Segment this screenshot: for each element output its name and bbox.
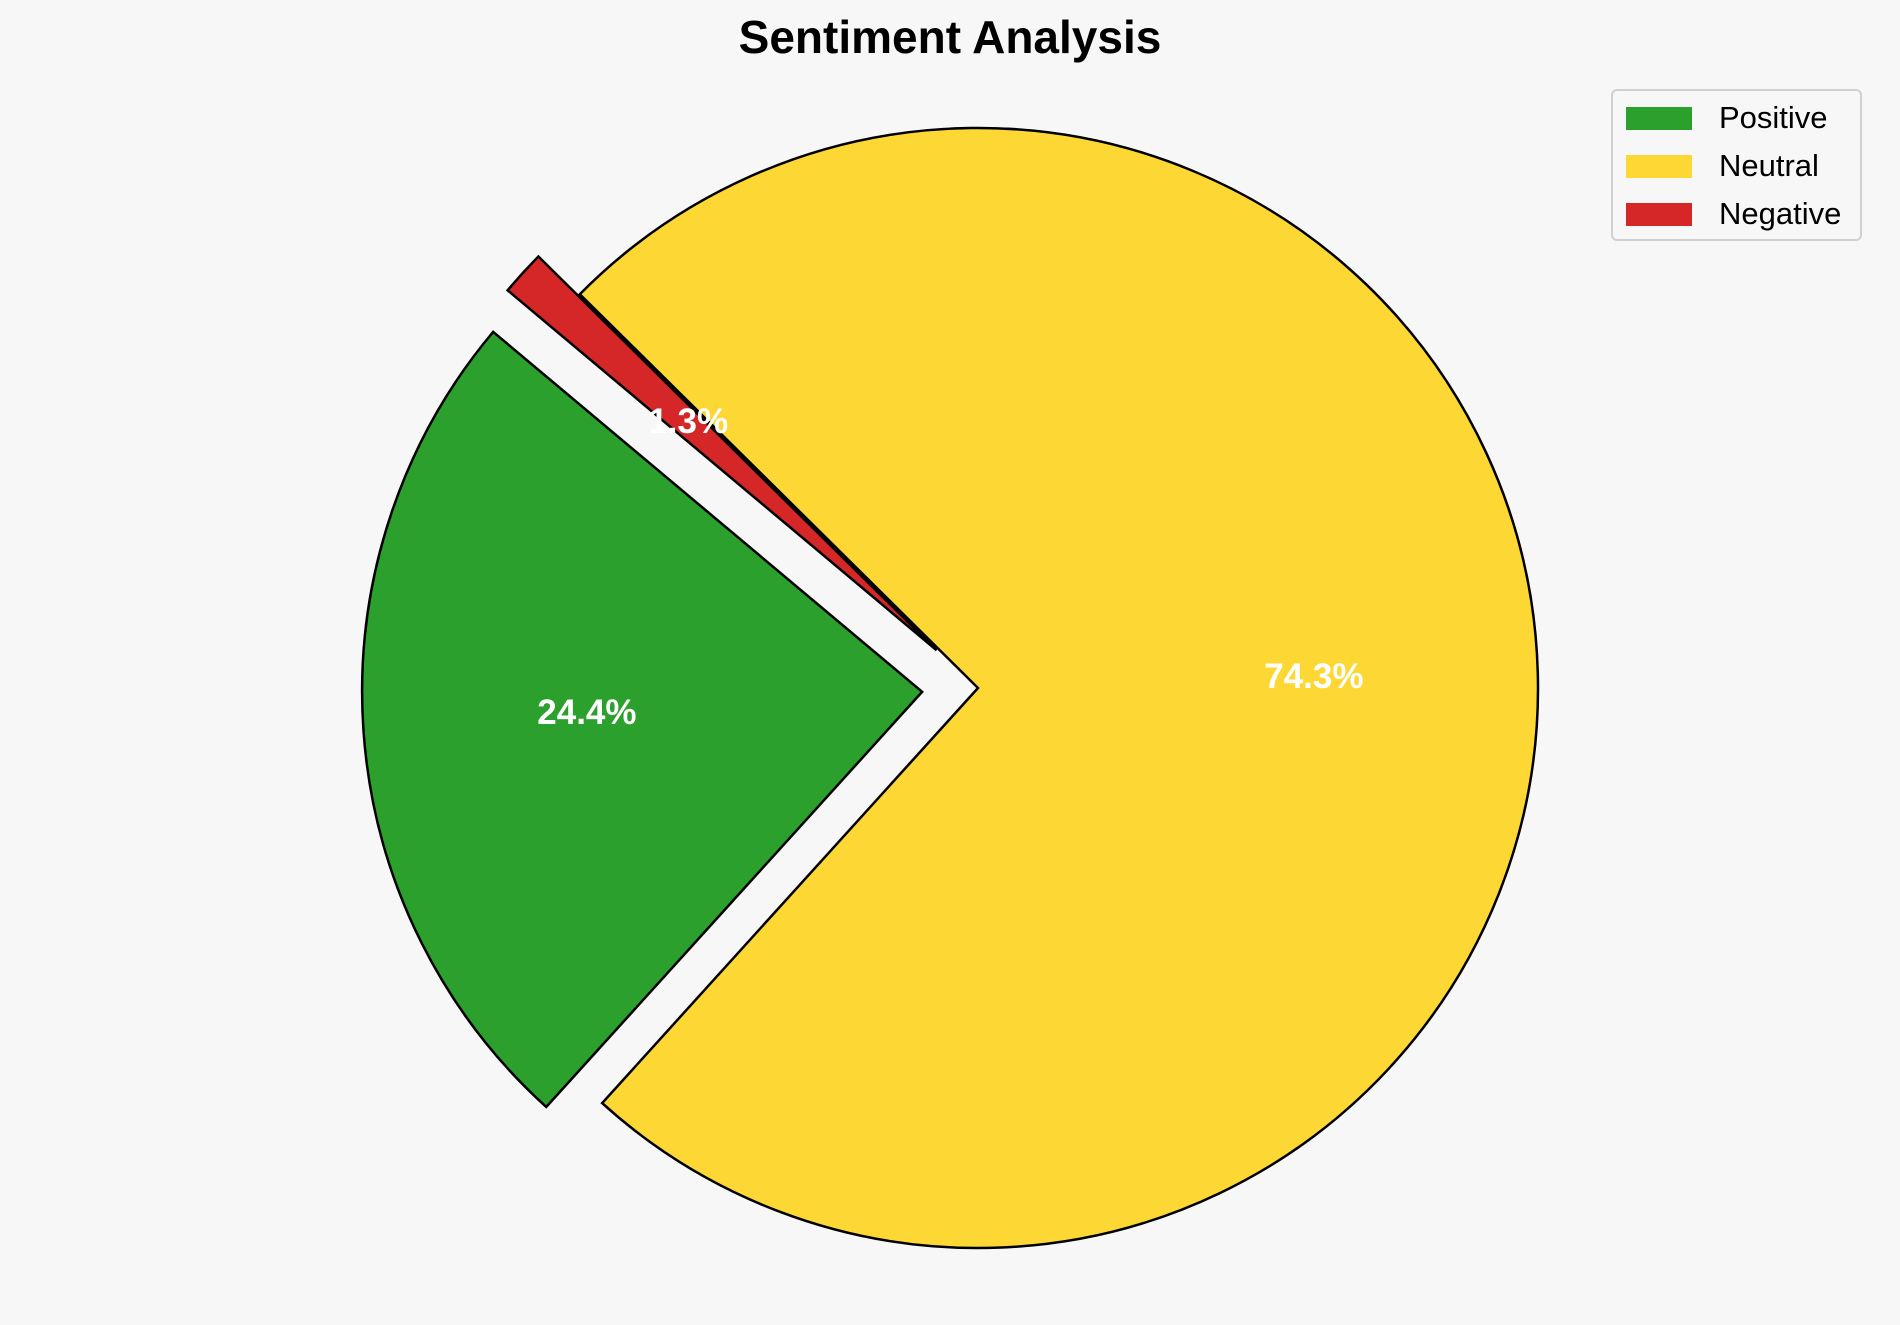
- pie-slice-neutral: [578, 126, 1540, 1250]
- legend-label: Neutral: [1719, 148, 1819, 183]
- slice-label-neutral: 74.3%: [1264, 657, 1363, 696]
- legend: Positive Neutral Negative: [1611, 89, 1862, 241]
- legend-label: Negative: [1719, 196, 1842, 231]
- legend-swatch: [1626, 106, 1692, 130]
- pie-slice-positive: [360, 330, 924, 1109]
- pie-slice-negative: [505, 254, 938, 652]
- legend-item-neutral: Neutral: [1626, 146, 1819, 186]
- chart-title: Sentiment Analysis: [738, 11, 1162, 63]
- legend-item-positive: Positive: [1626, 98, 1828, 138]
- slice-label-negative: 1.3%: [648, 402, 728, 441]
- legend-swatch: [1626, 202, 1692, 226]
- slice-label-positive: 24.4%: [537, 693, 636, 732]
- legend-item-negative: Negative: [1626, 194, 1841, 234]
- legend-swatch: [1626, 154, 1692, 178]
- legend-label: Positive: [1719, 100, 1828, 135]
